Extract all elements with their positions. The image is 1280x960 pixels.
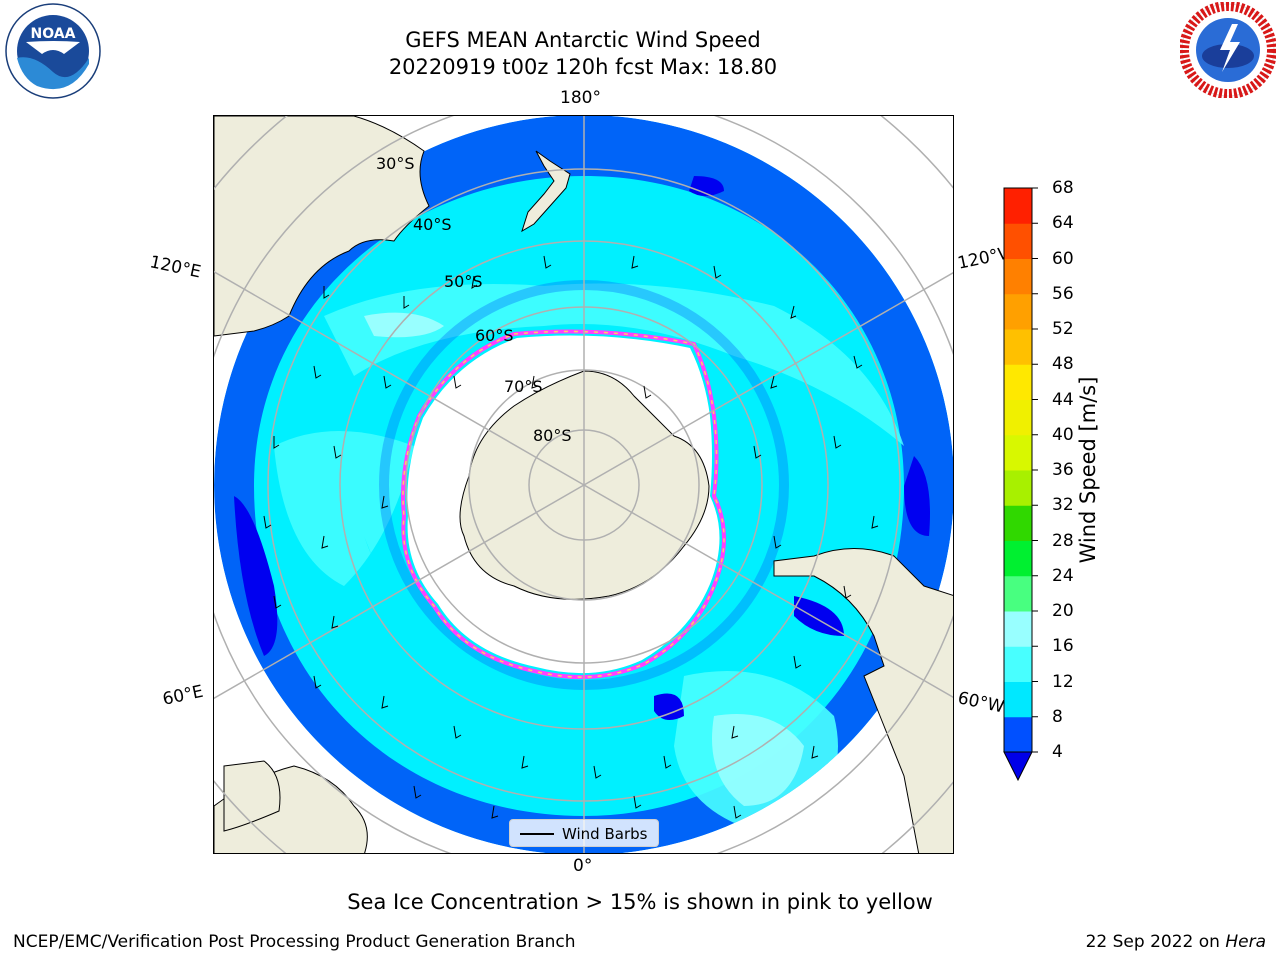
colorbar-tick-label: 20 (1052, 601, 1074, 621)
colorbar-swatch (1004, 434, 1032, 471)
sea-ice-note: Sea Ice Concentration > 15% is shown in … (347, 890, 933, 914)
lat-label-30s: 30°S (376, 154, 415, 173)
colorbar-swatch (1004, 716, 1032, 753)
sea-ice-edge (401, 329, 726, 680)
colorbar-tick-label: 24 (1052, 565, 1074, 586)
colorbar-swatch (1004, 223, 1032, 259)
lat-label-80s: 80°S (533, 426, 572, 445)
colorbar-swatches (1003, 187, 1038, 782)
colorbar-swatch (1004, 681, 1032, 718)
colorbar-tick-label: 64 (1052, 213, 1074, 234)
colorbar-tick-label: 44 (1052, 389, 1074, 410)
colorbar-swatch (1004, 611, 1032, 647)
map-panel[interactable]: 30°S 40°S 50°S 60°S 70°S 80°S Wind Barbs (213, 115, 954, 854)
lon-label-180: 180° (560, 88, 601, 108)
colorbar-tick-label: 12 (1052, 671, 1074, 692)
footer-credit: NCEP/EMC/Verification Post Processing Pr… (13, 932, 576, 952)
colorbar-tick-label: 28 (1052, 530, 1074, 551)
lon-label-0: 0° (573, 856, 593, 876)
lat-label-70s: 70°S (504, 377, 543, 396)
footer-date: 22 Sep 2022 on Hera (1086, 932, 1266, 952)
nws-logo (1179, 1, 1277, 99)
map-title: GEFS MEAN Antarctic Wind Speed (405, 28, 761, 52)
colorbar-swatch (1004, 364, 1032, 400)
legend-label: Wind Barbs (562, 825, 648, 843)
latitude-labels: 30°S 40°S 50°S 60°S 70°S 80°S (376, 154, 572, 445)
colorbar-label: Wind Speed [m/s] (1076, 376, 1100, 564)
footer-date-text: 22 Sep 2022 on (1085, 932, 1226, 952)
noaa-logo: NOAA (4, 2, 102, 100)
longitude-grid (214, 116, 953, 853)
footer-host: Hera (1225, 932, 1266, 952)
colorbar-swatch (1004, 329, 1032, 365)
noaa-logo-text: NOAA (31, 26, 76, 42)
polar-stereographic-map[interactable]: 30°S 40°S 50°S 60°S 70°S 80°S (214, 116, 954, 854)
lon-label-120e: 120°E (147, 252, 203, 283)
colorbar-swatch (1004, 540, 1032, 577)
colorbar-swatch (1004, 258, 1032, 295)
colorbar-tick-label: 60 (1052, 248, 1074, 269)
lat-label-60s: 60°S (475, 326, 514, 345)
lat-label-50s: 50°S (444, 272, 483, 291)
colorbar-tick-label: 40 (1052, 424, 1074, 445)
colorbar-swatch (1004, 293, 1032, 330)
colorbar-tick-label: 56 (1052, 283, 1074, 304)
lon-label-60e: 60°E (160, 681, 206, 710)
colorbar-tick-label: 36 (1052, 460, 1074, 480)
colorbar-tick-label: 52 (1052, 319, 1074, 339)
colorbar-swatch (1004, 646, 1032, 682)
colorbar-tick-label: 48 (1052, 354, 1074, 375)
colorbar-tick-label: 8 (1052, 706, 1063, 727)
colorbar-swatch (1004, 505, 1032, 541)
map-legend: Wind Barbs (509, 819, 659, 847)
lat-label-40s: 40°S (413, 215, 452, 234)
colorbar-tick-label: 32 (1052, 495, 1074, 516)
map-subtitle-forecast: 20220919 t00z 120h fcst Max: 18.80 (388, 55, 778, 79)
colorbar: 4 8 12 16 20 24 28 32 36 40 44 48 52 56 60 64 68 (990, 178, 1120, 790)
colorbar-tick-label: 68 (1052, 178, 1074, 198)
wind-barb-legend-line (520, 833, 554, 835)
colorbar-swatch (1004, 575, 1032, 612)
colorbar-swatch (1004, 399, 1032, 436)
colorbar-tick-label: 4 (1052, 742, 1063, 762)
colorbar-tick-label: 16 (1052, 636, 1074, 657)
colorbar-swatch (1004, 188, 1032, 224)
colorbar-swatch (1004, 470, 1032, 506)
wind-barbs (263, 255, 879, 819)
